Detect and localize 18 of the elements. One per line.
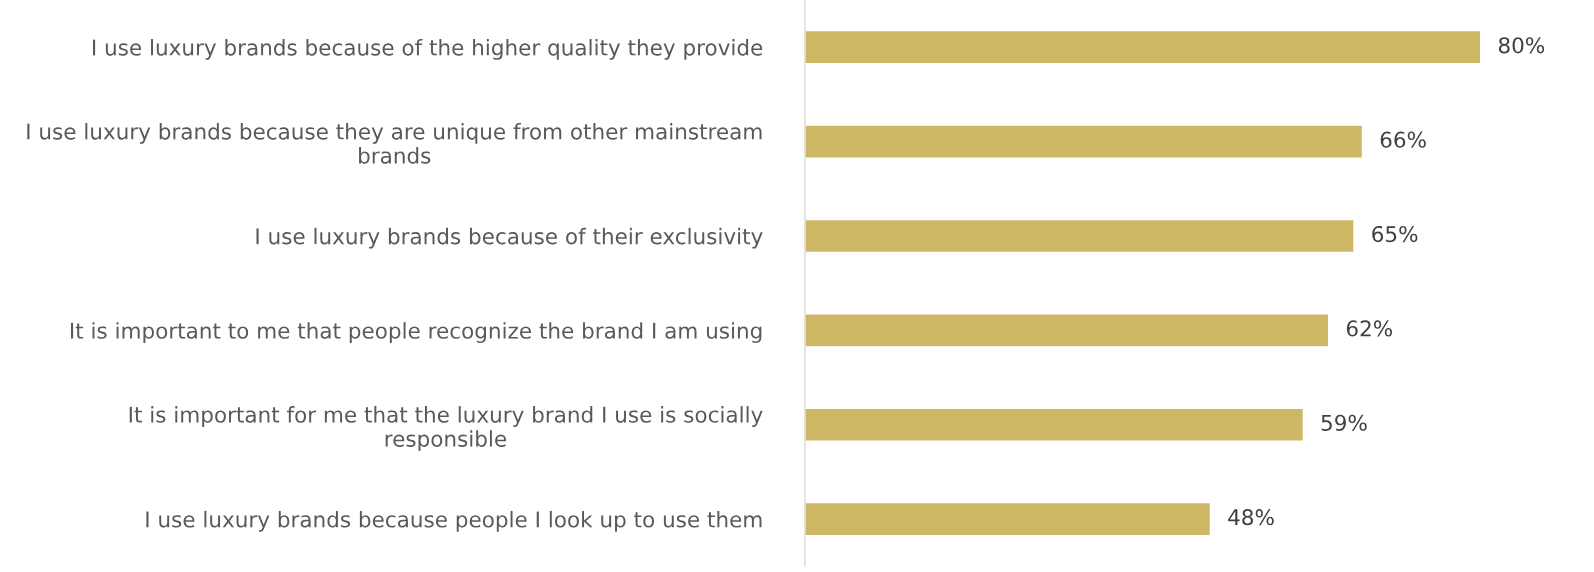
data-label: 48% — [1228, 509, 1274, 526]
bar — [804, 407, 1305, 442]
data-label: 62% — [1346, 320, 1393, 337]
bar — [804, 313, 1330, 348]
y-tick-label: I use luxury brands because they are unique from other mainstream brands — [27, 122, 762, 164]
y-tick-label: I use luxury brands because of their exclusivity — [256, 227, 763, 249]
data-label: 80% — [1498, 37, 1545, 54]
data-label: 66% — [1380, 131, 1426, 148]
bar — [804, 124, 1364, 159]
y-tick-label: It is important to me that people recognize the brand I am using — [70, 322, 762, 343]
data-label: 59% — [1321, 414, 1367, 431]
bar — [804, 501, 1212, 537]
bar — [804, 218, 1355, 254]
y-tick-label: I use luxury brands because of the higher quality they provide — [93, 39, 763, 60]
data-label: 65% — [1372, 225, 1418, 243]
bar — [804, 29, 1482, 65]
y-tick-label: I use luxury brands because people I look up to use them — [146, 510, 762, 532]
y-tick-label: It is important for me that the luxury brand I use is socially responsible — [129, 406, 763, 452]
